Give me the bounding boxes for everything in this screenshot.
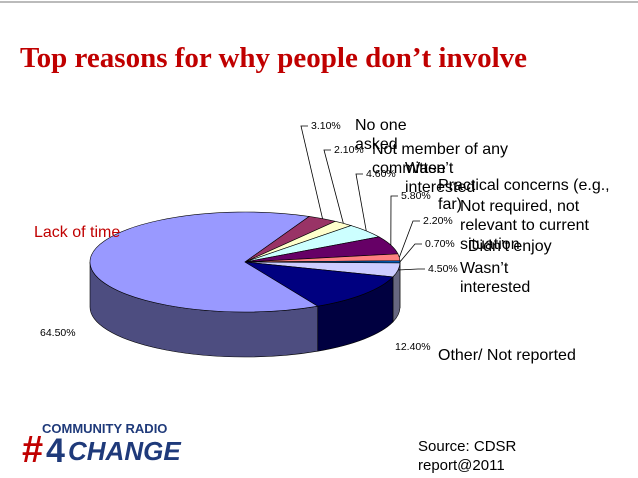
leader-line (398, 220, 420, 258)
leader-line (323, 149, 344, 224)
data-label: 2.10% (334, 144, 364, 156)
data-label: 0.70% (425, 238, 455, 250)
logo-word: CHANGE (68, 436, 181, 466)
category-label: No one asked (355, 117, 407, 153)
data-label: 64.50% (40, 327, 76, 339)
category-label: Wasn’t interested (460, 260, 531, 296)
category-label: Not required, not relevant to current si… (460, 198, 589, 253)
pie-slice (89, 211, 319, 313)
data-label: 4.60% (366, 168, 396, 180)
leader-line (390, 195, 398, 246)
category-label: Not member of any committee (372, 141, 509, 177)
data-label: 4.50% (428, 263, 458, 275)
data-label: 2.20% (423, 215, 453, 227)
category-label: Practical concerns (e.g., far) (438, 177, 610, 213)
leader-line (397, 268, 425, 271)
logo-hash: # (22, 429, 43, 471)
category-label: Lack of time (34, 224, 121, 241)
chart-title: Top reasons for why people don’t involve (20, 42, 528, 74)
category-label: Didn’t enjoy (468, 238, 552, 255)
category-label: Other/ Not reported (438, 347, 576, 364)
data-label: 12.40% (395, 341, 431, 353)
category-label: Wasn’t interested (405, 160, 476, 196)
leader-line (300, 125, 323, 219)
logo: COMMUNITY RADIO # 4 CHANGE (22, 421, 181, 471)
data-label: 3.10% (311, 120, 341, 132)
pie-slice (244, 261, 394, 307)
logo-top: COMMUNITY RADIO (42, 421, 167, 436)
data-label: 5.80% (401, 190, 431, 202)
source-note: Source: CDSR report@2011 (418, 438, 517, 474)
logo-number: 4 (46, 432, 65, 470)
leader-line (399, 243, 422, 263)
leader-line (355, 173, 367, 231)
